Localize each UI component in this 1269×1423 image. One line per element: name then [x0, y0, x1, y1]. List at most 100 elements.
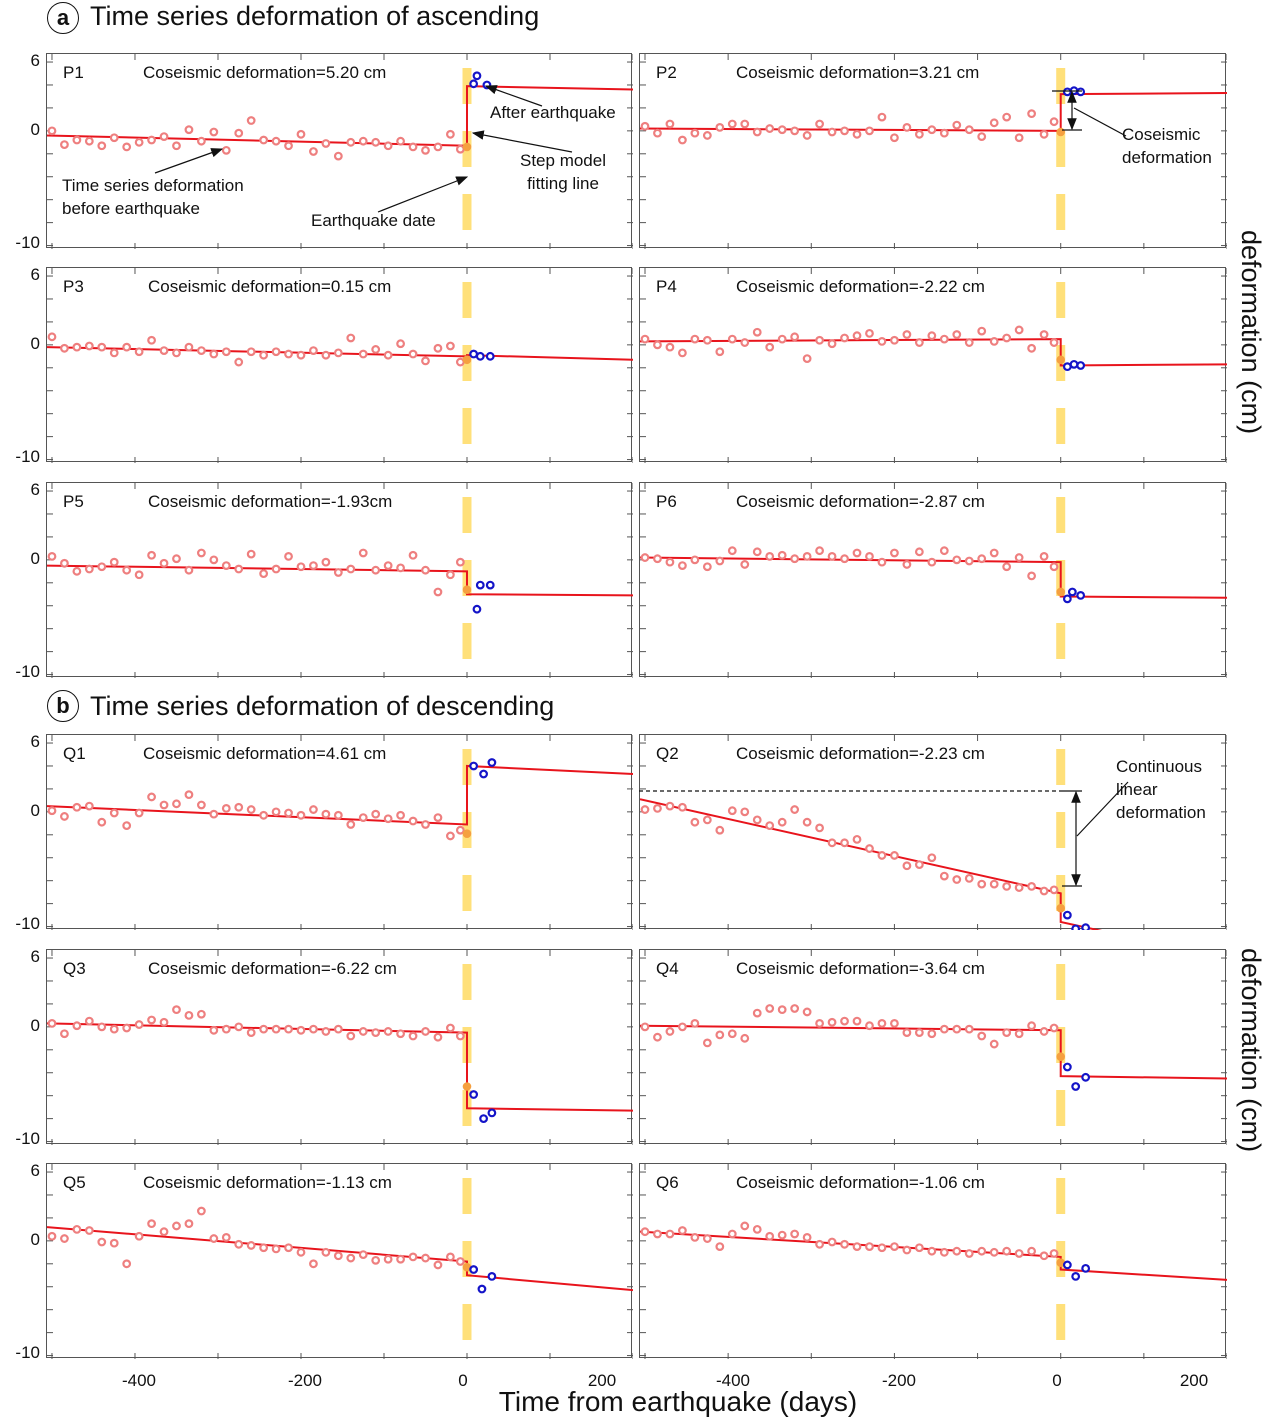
pre-event-point [383, 350, 393, 360]
pre-event-point [802, 131, 812, 140]
pre-event-point [790, 554, 800, 564]
pre-event-point [97, 141, 107, 151]
pre-event-point [665, 557, 675, 567]
annotation-line: fitting line [527, 174, 599, 193]
pre-event-point [877, 851, 887, 860]
coseismic-label: Coseismic deformation=-3.64 cm [736, 959, 985, 978]
post-event-point [487, 1108, 497, 1118]
pre-event-point [665, 1229, 675, 1239]
panel-id-label: Q6 [656, 1173, 679, 1192]
pre-event-point [358, 349, 368, 359]
annotation-line: linear [1116, 780, 1158, 799]
pre-event-point [284, 552, 293, 561]
pre-event-point [752, 327, 762, 337]
post-event-point [485, 580, 495, 590]
pre-event-point [172, 141, 181, 151]
pre-event-point [665, 342, 675, 352]
pre-event-point [1014, 1249, 1024, 1258]
pre-event-point [371, 1255, 381, 1265]
pre-event-point [939, 871, 949, 881]
x-tick-label: 200 [587, 1371, 617, 1390]
pre-event-point [184, 125, 194, 135]
pre-event-point [147, 550, 156, 560]
pre-event-point [221, 804, 231, 813]
pre-event-point [1027, 882, 1037, 891]
pre-event-point [964, 125, 974, 135]
pre-event-point [97, 562, 107, 572]
pre-event-point [433, 1260, 443, 1270]
pre-event-point [445, 1252, 455, 1262]
pre-event-point [653, 340, 662, 350]
pre-event-point [989, 118, 999, 128]
pre-event-point [358, 1250, 368, 1260]
pre-event-point [877, 1019, 887, 1028]
coseismic-label: Coseismic deformation=3.21 cm [736, 63, 980, 82]
pre-event-point [408, 142, 418, 152]
y-tick-label: 6 [30, 51, 40, 71]
pre-event-point [678, 802, 687, 812]
pre-event-point [765, 124, 775, 133]
pre-event-point [72, 342, 82, 352]
pre-event-point [765, 342, 775, 352]
pre-event-point [371, 345, 381, 354]
pre-event-point [421, 1253, 430, 1263]
pre-event-point [678, 561, 687, 570]
pre-event-point [309, 346, 318, 355]
pre-event-point [840, 126, 849, 136]
pre-event-point [690, 1019, 700, 1028]
post-event-point [1069, 86, 1079, 96]
post-event-point [479, 769, 488, 779]
pre-event-point [234, 1239, 244, 1249]
pre-event-point [902, 861, 912, 871]
pre-event-point [653, 804, 662, 813]
pre-event-point [196, 136, 206, 146]
pre-event-point [60, 1234, 69, 1243]
pre-event-point [234, 357, 244, 367]
annotation-line: Step model [520, 151, 606, 170]
pre-event-point [147, 135, 156, 145]
pre-event-point [1002, 112, 1012, 122]
pre-event-point [234, 1022, 244, 1032]
pre-event-point [790, 805, 800, 814]
pre-event-point [109, 348, 119, 358]
pre-event-point [47, 126, 57, 136]
pre-event-point [740, 338, 750, 347]
plot-area [47, 54, 633, 249]
pre-event-point [433, 142, 443, 152]
pre-event-point [321, 1027, 331, 1036]
pre-event-point [209, 1234, 219, 1243]
pre-event-point [309, 561, 318, 570]
pre-event-point [259, 1024, 269, 1034]
pre-event-point [653, 554, 662, 564]
post-event-point [1076, 361, 1086, 370]
pre-event-point [271, 807, 281, 817]
plot-area [640, 735, 1227, 930]
pre-event-point [72, 1224, 82, 1234]
pre-event-point [455, 825, 465, 835]
pre-event-point [134, 347, 144, 357]
pre-event-point [371, 809, 381, 819]
post-event-point [482, 80, 492, 90]
pre-event-point [383, 561, 393, 570]
panel-id-label: P1 [63, 63, 84, 82]
pre-event-point [371, 1028, 381, 1037]
pre-event-point [827, 838, 837, 848]
pre-event-point [259, 1243, 269, 1253]
pre-event-point [752, 547, 762, 557]
event-day-point [1056, 903, 1066, 913]
pre-event-point [865, 328, 874, 338]
pre-event-point [383, 1027, 393, 1036]
event-day-point [1056, 355, 1066, 365]
pre-event-point [396, 1254, 405, 1264]
pre-event-point [259, 350, 269, 360]
pre-event-point [109, 1238, 119, 1248]
pre-event-point [1027, 571, 1037, 581]
pre-event-point [184, 1219, 194, 1229]
pre-event-point [455, 357, 465, 367]
pre-event-point [184, 790, 194, 800]
step-model-fit-line [640, 92, 1227, 132]
pre-event-point [296, 810, 306, 820]
pre-event-point [989, 548, 999, 558]
pre-event-point [827, 552, 837, 561]
pre-event-point [665, 1027, 675, 1036]
